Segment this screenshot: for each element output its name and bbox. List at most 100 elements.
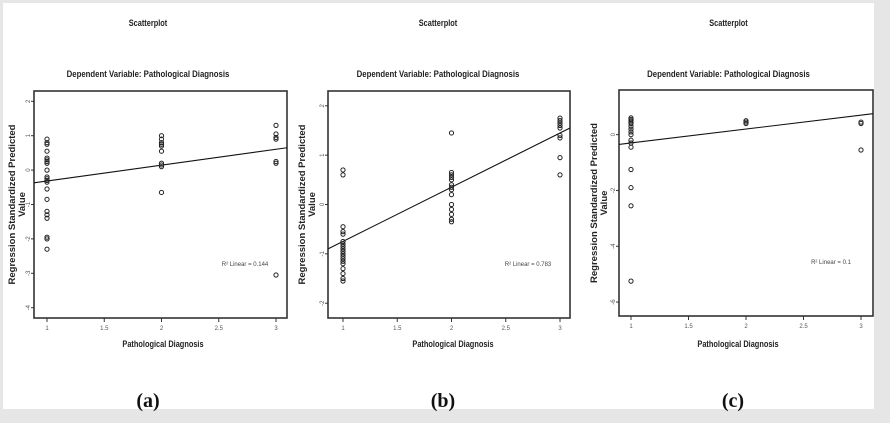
data-point: [340, 266, 346, 272]
data-point: [628, 129, 634, 135]
data-point: [448, 206, 455, 213]
data-point: [340, 253, 346, 259]
y-tick-label: -2: [611, 187, 617, 193]
y-axis-label: Regression Standardized Predicted: [7, 124, 18, 284]
data-point: [628, 132, 634, 138]
data-point: [340, 270, 346, 277]
data-point: [557, 118, 563, 124]
data-point: [158, 133, 165, 139]
data-point: [340, 275, 346, 282]
data-point: [340, 172, 346, 178]
data-point: [44, 167, 50, 173]
data-point: [273, 158, 279, 165]
chart-subtitle: Dependent Variable: Pathological Diagnos…: [66, 69, 230, 80]
data-point: [44, 208, 50, 214]
data-point: [158, 162, 165, 168]
y-tick-label: -6: [611, 299, 617, 305]
y-tick-label: 2: [26, 99, 32, 103]
data-point: [743, 120, 749, 127]
x-axis-label: Pathological Diagnosis: [697, 339, 779, 349]
y-tick-label: -1: [26, 201, 32, 207]
data-point: [158, 136, 165, 142]
data-point: [340, 251, 346, 257]
r-squared-annotation: R² Linear = 0.144: [222, 262, 269, 268]
data-point: [158, 164, 165, 170]
data-point: [858, 147, 864, 153]
data-point: [448, 216, 455, 222]
data-point: [340, 243, 346, 250]
data-point: [448, 201, 455, 208]
data-point: [158, 148, 165, 154]
data-point: [340, 167, 346, 173]
data-point: [273, 122, 279, 128]
data-point: [628, 137, 634, 143]
scatter-plot-c: 0 -2 -4 -6 1 1.5 2 2.5 3 Regression Standardized …: [589, 89, 874, 330]
panel-label-a: (a): [136, 390, 160, 412]
data-point: [273, 136, 279, 142]
chart-title: Scatterplot: [709, 18, 748, 28]
x-tick-label: 2: [744, 324, 748, 330]
data-point: [448, 192, 455, 198]
data-point: [448, 177, 455, 183]
data-point: [448, 174, 455, 180]
data-point: [448, 172, 455, 178]
data-point: [44, 179, 50, 185]
data-point: [628, 120, 634, 127]
data-point: [44, 246, 50, 252]
panel-a: Scatterplot Dependent Variable: Patholog…: [3, 3, 293, 412]
y-tick-label: 1: [320, 153, 326, 157]
regression-line: [618, 113, 874, 145]
data-point: [628, 278, 634, 284]
y-tick-label: 0: [26, 168, 32, 172]
data-point: [557, 122, 563, 129]
data-point: [44, 158, 50, 165]
plot-frame: [33, 90, 288, 319]
data-point: [44, 177, 50, 184]
data-point: [628, 144, 634, 150]
panel-c: Scatterplot Dependent Variable: Patholog…: [583, 3, 874, 412]
scatter-plot-a: 2 1 0 -1 -2 -3 -4 1 1.5 2 2.5 3 Regression Standardi…: [7, 90, 288, 332]
y-tick-label: 0: [320, 202, 326, 206]
data-point: [628, 185, 634, 191]
data-point: [557, 120, 563, 126]
data-point: [44, 148, 50, 154]
data-point: [44, 215, 50, 221]
data-point: [273, 160, 279, 166]
data-point: [44, 234, 50, 240]
panel-label-b: (b): [430, 390, 456, 412]
data-point: [340, 256, 346, 262]
data-point: [340, 238, 346, 245]
y-tick-label: -3: [26, 270, 32, 276]
data-point: [44, 141, 50, 147]
data-point: [557, 172, 563, 178]
chart-title: Scatterplot: [418, 18, 458, 28]
r-squared-annotation: R² Linear = 0.783: [505, 262, 552, 268]
y-axis-label-line2: Value: [307, 192, 318, 217]
data-point: [340, 231, 346, 237]
data-point: [44, 176, 50, 182]
data-point: [273, 131, 279, 137]
y-tick-label: -4: [26, 304, 32, 310]
chart-subtitle: Dependent Variable: Pathological Diagnos…: [647, 69, 810, 80]
data-point: [628, 203, 634, 209]
panel-b: Scatterplot Dependent Variable: Patholog…: [293, 3, 583, 412]
x-tick-label: 1: [341, 326, 345, 332]
x-tick-label: 2.5: [215, 326, 224, 332]
data-point: [44, 174, 50, 180]
y-tick-label: 0: [611, 132, 617, 136]
data-point: [44, 212, 50, 218]
data-point: [628, 166, 634, 173]
y-tick-label: -2: [320, 300, 326, 306]
data-point: [628, 123, 634, 129]
data-point: [44, 160, 50, 166]
data-point: [340, 261, 346, 267]
data-point: [557, 115, 563, 121]
x-tick-label: 1: [629, 324, 633, 330]
data-point: [448, 184, 455, 190]
x-tick-label: 1: [45, 326, 49, 332]
x-tick-label: 2: [160, 326, 164, 332]
data-point: [158, 189, 165, 196]
data-point: [44, 155, 50, 161]
data-point: [340, 278, 346, 284]
data-point: [158, 141, 165, 147]
